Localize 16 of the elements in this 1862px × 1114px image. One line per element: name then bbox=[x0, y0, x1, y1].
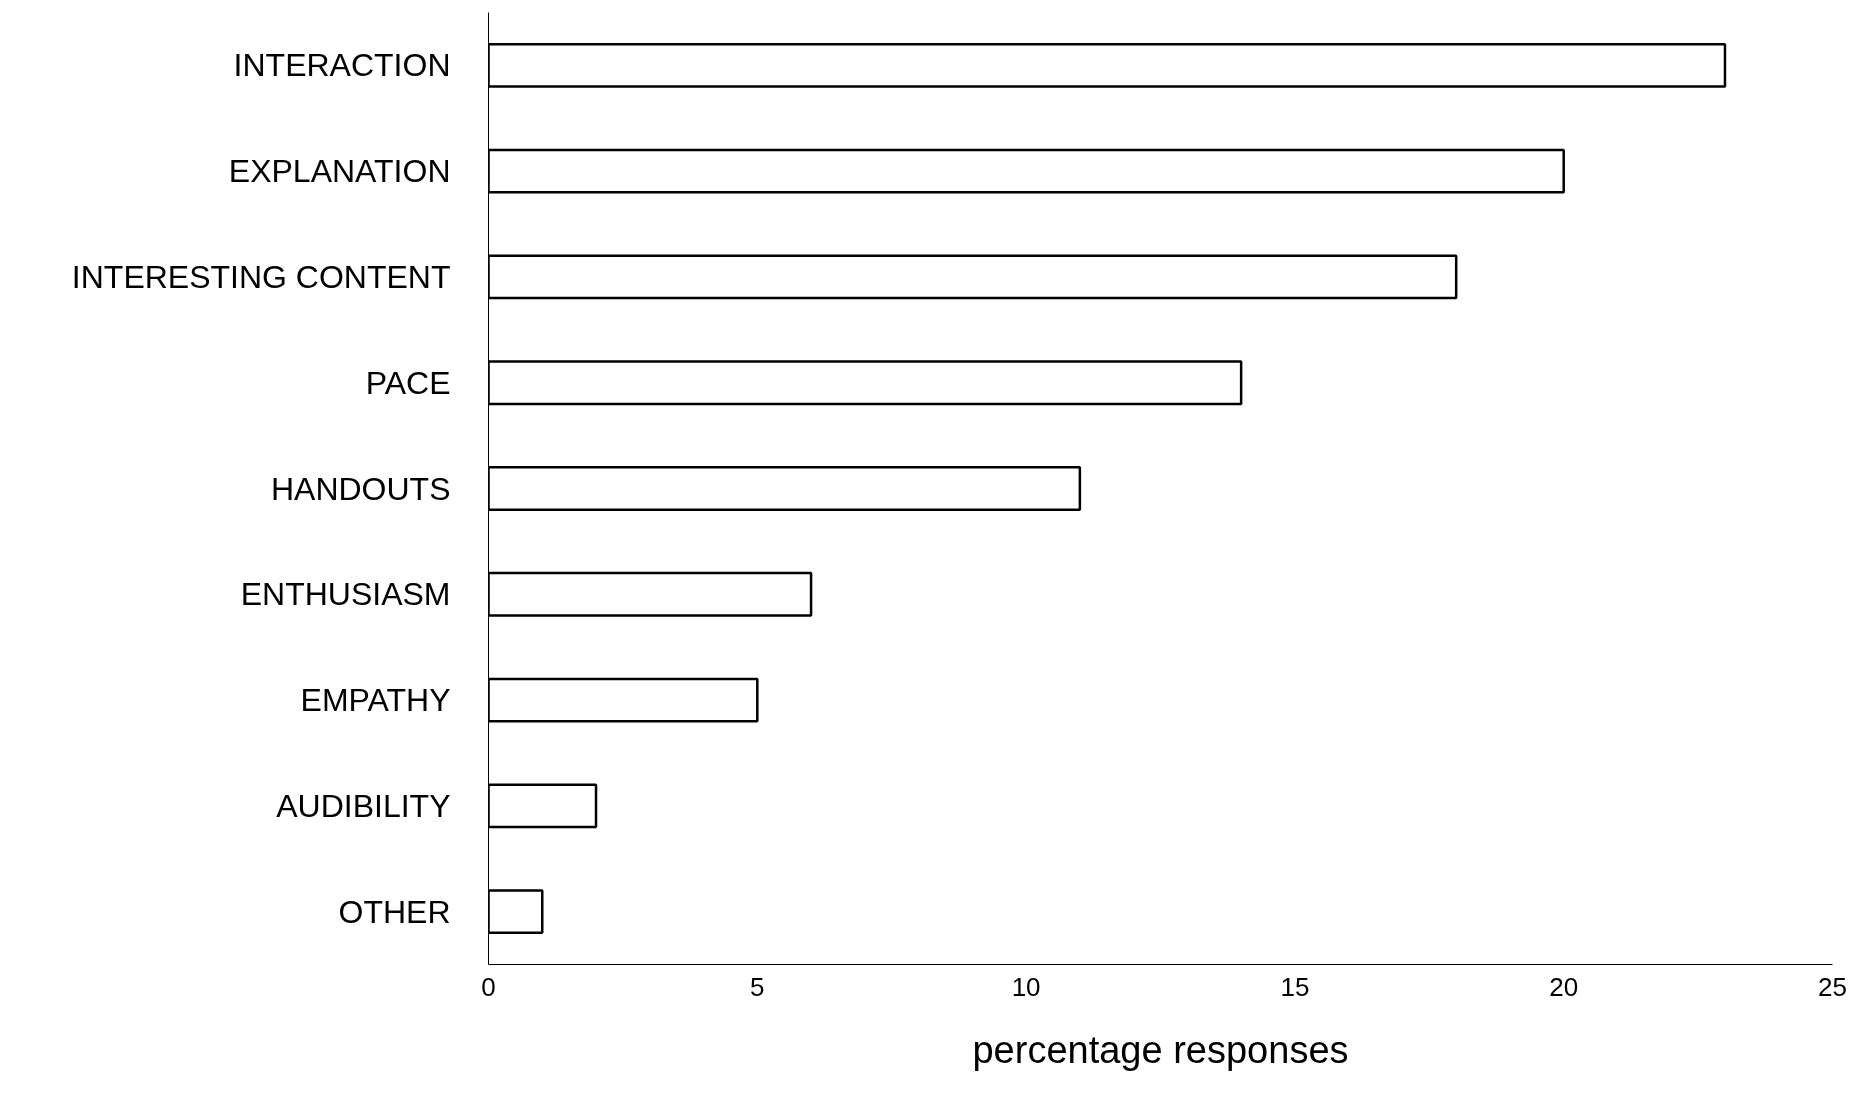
x-tick-label: 20 bbox=[1549, 971, 1579, 1002]
y-tick-label: AUDIBILITY bbox=[276, 787, 451, 824]
y-tick-label: INTERACTION bbox=[233, 47, 451, 84]
y-tick-label: EXPLANATION bbox=[228, 153, 451, 190]
y-tick-label: INTERESTING CONTENT bbox=[71, 258, 451, 295]
x-tick-label: 15 bbox=[1280, 971, 1310, 1002]
y-tick-label: PACE bbox=[365, 364, 451, 401]
y-tick-label: ENTHUSIASM bbox=[240, 576, 451, 613]
x-tick-label: 5 bbox=[750, 971, 765, 1002]
x-axis-title: percentage responses bbox=[972, 1028, 1349, 1071]
x-tick-label: 25 bbox=[1818, 971, 1847, 1002]
x-tick-label: 10 bbox=[1011, 971, 1041, 1002]
y-tick-label: HANDOUTS bbox=[270, 470, 451, 507]
x-tick-label: 0 bbox=[481, 971, 496, 1002]
y-tick-label: OTHER bbox=[338, 893, 451, 930]
y-tick-label: EMPATHY bbox=[300, 682, 451, 719]
